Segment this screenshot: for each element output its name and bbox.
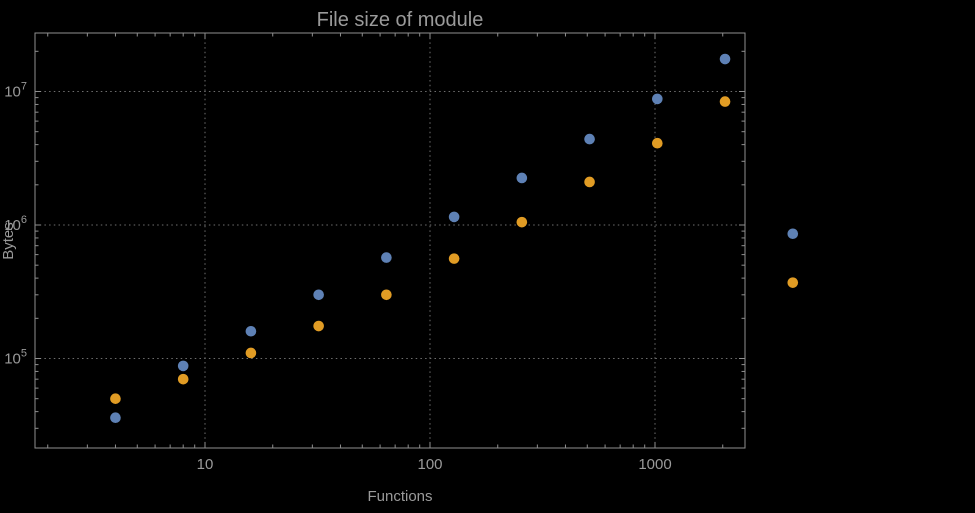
data-point-series-1-blue: [110, 412, 121, 424]
tick-labels: 10 100 1000 105 106 107: [4, 81, 672, 474]
data-point-series-2-orange: [584, 176, 595, 188]
data-point-series-1-blue: [652, 93, 663, 105]
data-point-series-2-orange: [652, 137, 663, 149]
data-point-series-2-orange: [719, 96, 731, 107]
data-point-series-1-blue: [719, 53, 731, 65]
chart-title: File size of module: [317, 9, 484, 31]
data-point-series-1-blue: [448, 211, 460, 223]
data-points: [110, 53, 799, 424]
data-point-series-2-orange: [381, 289, 392, 301]
data-point-series-1-blue: [313, 289, 324, 301]
data-point-series-1-blue: [516, 172, 528, 184]
y-tick-label: 105: [4, 348, 27, 368]
x-tick-label: 100: [417, 456, 442, 473]
data-point-series-1-blue: [381, 252, 392, 263]
data-point-series-2-orange: [110, 393, 121, 404]
data-point-series-2-orange: [516, 216, 528, 228]
x-tick-label: 10: [197, 456, 214, 473]
x-axis-label: Functions: [367, 488, 432, 505]
data-point-series-1-blue: [584, 133, 595, 145]
data-point-series-2-orange: [245, 347, 257, 359]
tick-marks: [35, 33, 745, 448]
data-point-series-2-orange: [787, 277, 799, 288]
data-point-series-1-blue: [787, 228, 799, 240]
y-axis-label: Bytes: [0, 222, 17, 260]
gridlines: [35, 33, 745, 448]
y-tick-label: 106: [4, 214, 27, 234]
data-point-series-1-blue: [245, 325, 257, 337]
data-point-series-2-orange: [448, 253, 460, 264]
data-point-series-2-orange: [177, 373, 189, 385]
plot-frame: [34, 32, 746, 449]
data-point-series-1-blue: [177, 360, 189, 372]
data-point-series-2-orange: [313, 320, 324, 332]
x-tick-label: 1000: [638, 456, 671, 473]
y-tick-label: 107: [4, 81, 27, 101]
